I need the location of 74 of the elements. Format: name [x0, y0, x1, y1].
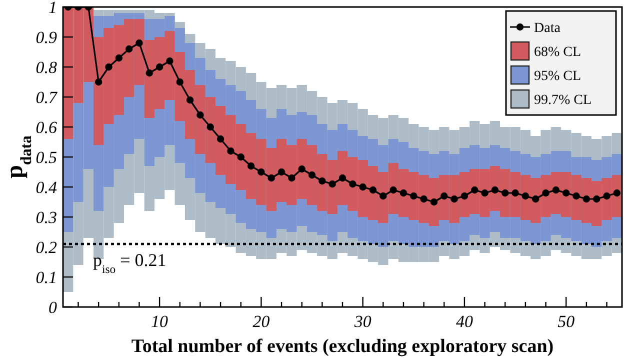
y-tick-label: 0.1	[36, 268, 57, 287]
point	[582, 195, 590, 203]
point	[146, 69, 153, 77]
point	[268, 174, 275, 182]
point	[216, 135, 224, 143]
legend-label: Data	[534, 21, 562, 36]
x-tick-label: 10	[151, 312, 169, 331]
point	[491, 186, 499, 194]
point	[308, 171, 316, 179]
y-tick-label: 0.8	[36, 58, 58, 77]
point	[237, 153, 244, 161]
point	[522, 192, 530, 200]
point	[603, 192, 610, 200]
y-tick-label: 0.4	[36, 178, 58, 197]
y-tick-label: 1	[48, 0, 57, 17]
point	[450, 195, 458, 203]
point	[542, 189, 550, 197]
legend-label: 99.7% CL	[534, 93, 592, 108]
point	[227, 147, 234, 155]
legend-label: 68% CL	[534, 45, 582, 60]
point	[592, 195, 600, 203]
point	[136, 39, 143, 47]
point	[420, 195, 428, 203]
point	[156, 63, 164, 71]
point	[349, 180, 356, 188]
point	[613, 189, 621, 197]
point	[288, 174, 296, 182]
ref-line-label: p$_{iso}$ = 0.21	[93, 250, 166, 276]
point	[278, 168, 286, 176]
point	[481, 189, 488, 197]
point	[471, 186, 478, 194]
y-tick-label: 0.9	[36, 28, 58, 47]
y-tick-label: 0.5	[36, 148, 57, 167]
x-tick-label: 50	[558, 312, 576, 331]
point	[94, 78, 102, 86]
point	[430, 198, 438, 206]
point	[338, 174, 346, 182]
point	[572, 192, 580, 200]
point	[502, 189, 509, 197]
point	[196, 111, 204, 119]
x-tick-label: 30	[353, 312, 372, 331]
point	[410, 192, 418, 200]
point	[512, 189, 519, 197]
point	[125, 45, 133, 53]
point	[460, 192, 468, 200]
y-tick-label: 0.3	[36, 208, 57, 227]
point	[400, 189, 408, 197]
point	[105, 63, 112, 71]
point	[206, 123, 214, 131]
y-tick-label: 0	[48, 298, 58, 317]
y-tick-label: 0.7	[36, 88, 58, 107]
point	[176, 78, 184, 86]
point	[186, 96, 194, 104]
point	[562, 189, 570, 197]
point	[318, 177, 326, 185]
x-tick-label: 20	[252, 312, 270, 331]
point	[359, 183, 366, 191]
point	[166, 57, 174, 65]
y-tick-label: 0.2	[36, 238, 58, 257]
point	[258, 168, 265, 176]
point	[298, 165, 306, 173]
x-axis-title: Total number of events (excluding exploratory scan)	[131, 336, 554, 357]
point	[115, 54, 122, 62]
point	[390, 186, 397, 194]
y-tick-label: 0.6	[36, 118, 58, 137]
x-tick-label: 40	[456, 312, 474, 331]
point	[380, 192, 387, 200]
point	[440, 192, 448, 200]
point	[369, 186, 377, 194]
point	[247, 162, 255, 170]
point	[532, 195, 540, 203]
point	[328, 180, 336, 188]
point	[552, 186, 560, 194]
legend-label: 95% CL	[534, 69, 582, 84]
